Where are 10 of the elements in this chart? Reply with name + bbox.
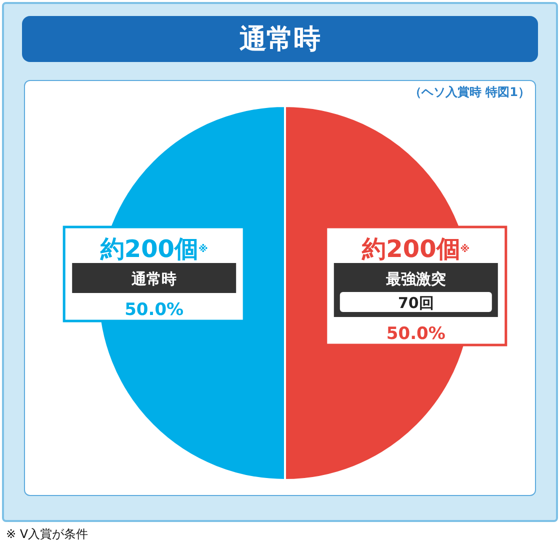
text: 約200個$^{※}$ <box>362 235 470 263</box>
data-label: 50.0% <box>386 324 446 344</box>
slice-label: 通常時 <box>130 270 177 288</box>
slice-label: 最強激突 <box>384 270 446 288</box>
data-label: 50.0% <box>124 300 184 320</box>
text: 70回 <box>398 294 434 312</box>
text: （ヘソ入賞時 特図1） <box>409 84 530 101</box>
slice-label: 通常時 <box>22 16 538 62</box>
text: 約200個$^{※}$ <box>100 235 208 263</box>
text: ※ V入賞が条件 <box>6 526 88 543</box>
